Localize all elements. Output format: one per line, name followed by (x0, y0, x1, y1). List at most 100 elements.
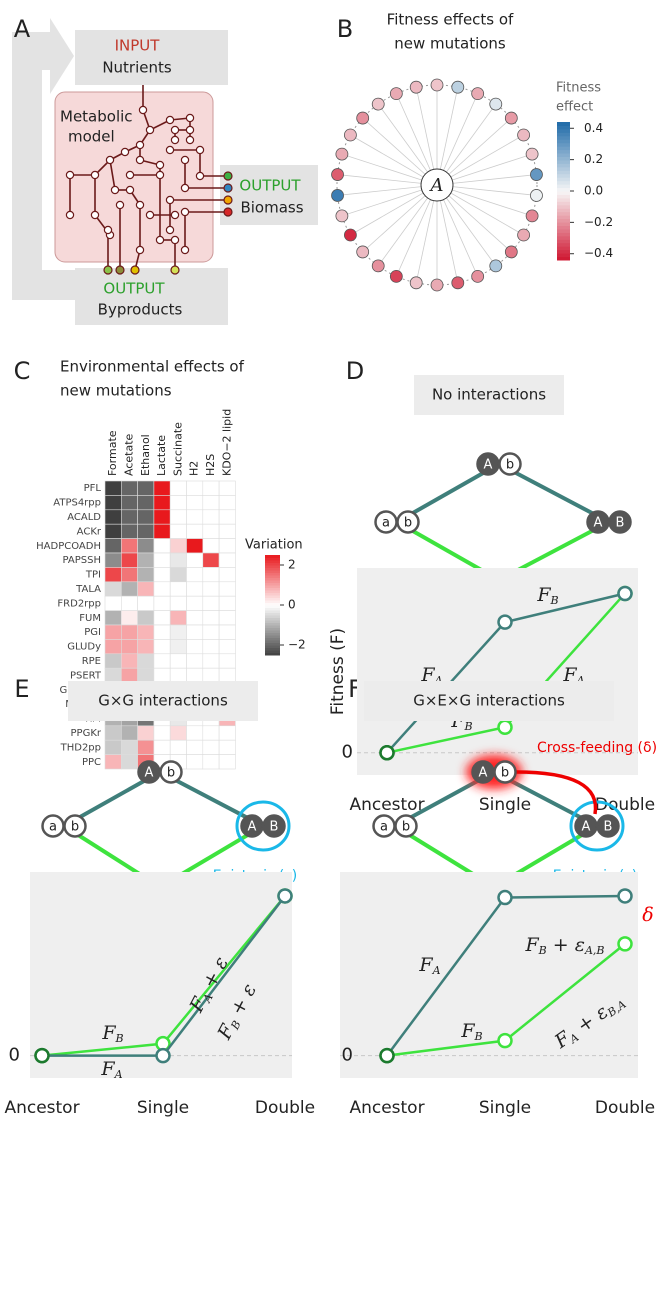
input-text: Nutrients (102, 59, 172, 77)
column-label: Acetate (122, 433, 135, 476)
row-label: PGI (84, 627, 101, 638)
mutation-dot (505, 246, 517, 258)
heat-cell (187, 481, 203, 495)
network-node (186, 136, 193, 143)
panel-letter: A (14, 15, 31, 43)
colorbar-cell (557, 257, 570, 261)
heat-cell (138, 611, 154, 625)
heat-cell (203, 625, 219, 639)
heat-cell (138, 639, 154, 653)
heat-cell (170, 654, 186, 668)
heat-cell (170, 639, 186, 653)
panel-title: No interactions (432, 386, 546, 404)
column-label: H2S (204, 454, 217, 476)
series-point (499, 891, 512, 904)
heat-cell (187, 654, 203, 668)
heat-cell (219, 510, 235, 524)
heat-cell (203, 654, 219, 668)
colorbar-cell (557, 132, 570, 136)
heat-cell (138, 567, 154, 581)
heat-cell (187, 539, 203, 553)
colorbar-cell (557, 136, 570, 140)
column-label: Formate (106, 430, 119, 476)
network-node (181, 208, 188, 215)
allele-label: A (479, 766, 488, 781)
panel-title: G×E×G interactions (413, 692, 565, 710)
allele-label: A (582, 820, 591, 835)
column-label: Succinate (171, 422, 184, 476)
annotation-main: F (524, 934, 539, 956)
x-tick-label: Double (255, 1098, 315, 1118)
colorbar-title: Variation (245, 538, 303, 553)
heat-cell (170, 553, 186, 567)
colorbar-title: effect (556, 100, 593, 115)
annotation-tail: + ε (547, 934, 585, 956)
network-node (181, 184, 188, 191)
x-tick-label: Single (479, 1098, 531, 1118)
heat-cell (203, 596, 219, 610)
colorbar-cell (557, 198, 570, 202)
colorbar-cell (557, 153, 570, 157)
heat-cell (138, 510, 154, 524)
y-tick-label: 0 (342, 1045, 353, 1066)
x-tick-label: Single (137, 1098, 189, 1118)
mutation-dot (332, 189, 344, 201)
annotation-main: F (100, 1058, 115, 1080)
heat-cell (105, 611, 121, 625)
y-tick-label: 0 (342, 742, 353, 763)
panel-letter: D (346, 357, 364, 385)
panel-title: new mutations (60, 382, 172, 400)
heat-cell (170, 539, 186, 553)
network-node (139, 106, 146, 113)
annotation-main: F (460, 1020, 475, 1042)
heat-cell (154, 625, 170, 639)
heat-cell (121, 582, 137, 596)
mutation-dot (332, 169, 344, 181)
biomass-text: Biomass (240, 199, 303, 217)
heat-cell (187, 596, 203, 610)
allele-label: b (167, 766, 175, 781)
heat-cell (105, 740, 121, 754)
colorbar-cell (557, 201, 570, 205)
mutation-dot (372, 98, 384, 110)
colorbar-tick-label: 0.2 (584, 152, 603, 166)
network-node (146, 211, 153, 218)
allele-label: a (382, 516, 390, 531)
heat-cell (170, 740, 186, 754)
network-node (224, 172, 232, 180)
annotation-main: F (101, 1022, 116, 1044)
row-label: GLUDy (67, 642, 101, 653)
mutation-dot (357, 246, 369, 258)
heat-cell (105, 668, 121, 682)
row-label: FRD2rpp (57, 598, 101, 609)
network-node (224, 208, 232, 216)
allele-label: A (484, 458, 493, 473)
heat-cell (105, 524, 121, 538)
heat-cell (170, 596, 186, 610)
heat-cell (154, 481, 170, 495)
heat-cell (105, 495, 121, 509)
colorbar-cell (557, 125, 570, 129)
biomass-label: OUTPUT (239, 177, 301, 195)
heat-cell (154, 740, 170, 754)
series-point (499, 1034, 512, 1047)
heat-cell (187, 567, 203, 581)
column-label: H2 (188, 461, 201, 476)
column-label: Ethanol (139, 434, 152, 476)
mutation-dot (357, 112, 369, 124)
heat-cell (203, 567, 219, 581)
network-node (186, 114, 193, 121)
colorbar-tick-label: 2 (288, 558, 296, 572)
colorbar-tick-label: −2 (288, 638, 306, 652)
x-tick-label: Ancestor (349, 795, 424, 815)
annotation-sub: A (432, 964, 441, 977)
heat-cell (105, 625, 121, 639)
heat-cell (154, 495, 170, 509)
x-tick-label: Ancestor (349, 1098, 424, 1118)
heat-cell (154, 611, 170, 625)
colorbar-cell (557, 146, 570, 150)
heat-cell (138, 582, 154, 596)
heat-cell (170, 726, 186, 740)
heat-cell (170, 510, 186, 524)
network-node (224, 196, 232, 204)
